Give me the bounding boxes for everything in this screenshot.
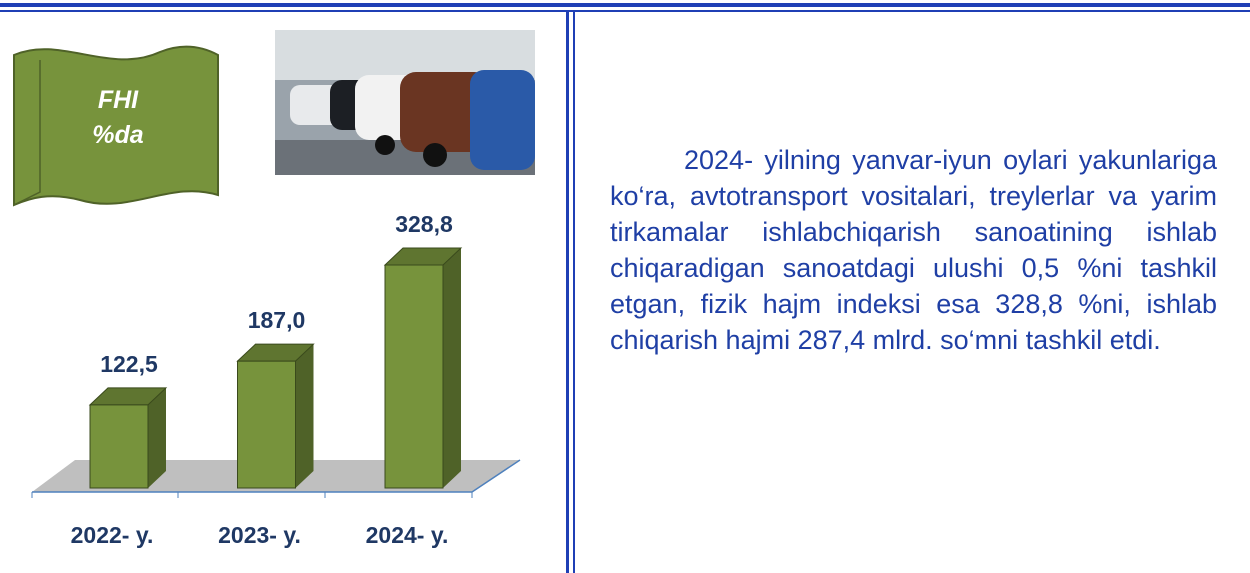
divider	[573, 10, 575, 573]
axis-ticks	[32, 492, 472, 498]
bar-side	[443, 248, 461, 488]
page: {"badge": {"lines": ["FHI", "%da"]}, "ch…	[0, 0, 1250, 573]
chart: 122,5 2022- y. 187,0 2023- y. 328,8 2024- y.	[71, 211, 461, 548]
x-tick-label: 2023- y.	[218, 522, 301, 548]
value-label: 122,5	[100, 351, 158, 377]
value-label: 328,8	[395, 211, 453, 237]
x-tick-label: 2022- y.	[71, 522, 154, 548]
bar	[385, 265, 443, 488]
divider	[566, 10, 569, 573]
bar-side	[296, 344, 314, 488]
top-border	[0, 3, 1250, 7]
badge-text: %da	[92, 121, 144, 149]
body-text: 2024- yilning yanvar-iyun oylari yakunla…	[610, 142, 1217, 358]
badge-text: FHI	[98, 86, 139, 114]
value-label: 187,0	[248, 307, 306, 333]
bar	[238, 361, 296, 488]
photo	[275, 30, 535, 175]
bar	[90, 405, 148, 488]
top-border	[0, 10, 1250, 12]
x-tick-label: 2024- y.	[366, 522, 449, 548]
